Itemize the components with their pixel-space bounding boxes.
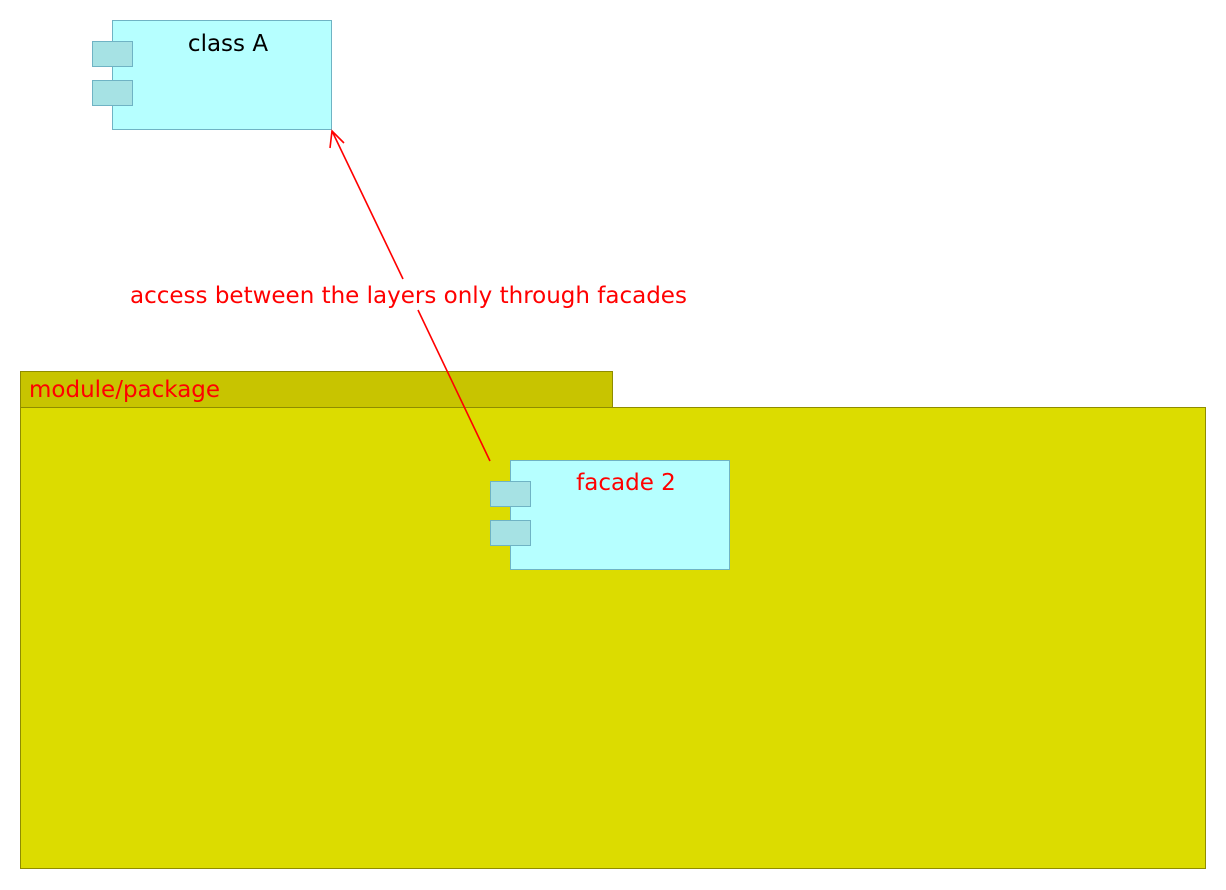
arrowhead-icon: [329, 129, 345, 149]
facade-2-title: facade 2: [576, 470, 676, 496]
class-a-component[interactable]: [112, 20, 332, 130]
package-tab[interactable]: [20, 371, 613, 408]
class-a-title: class A: [187, 31, 269, 57]
package-label: module/package: [29, 377, 221, 403]
connector-label: access between the layers only through f…: [130, 283, 687, 309]
connector-line-upper: [331, 130, 404, 280]
component-port-icon: [490, 520, 531, 546]
component-port-icon: [92, 41, 133, 67]
component-port-icon: [92, 80, 133, 106]
facade-2-component[interactable]: [510, 460, 730, 570]
component-port-icon: [490, 481, 531, 507]
